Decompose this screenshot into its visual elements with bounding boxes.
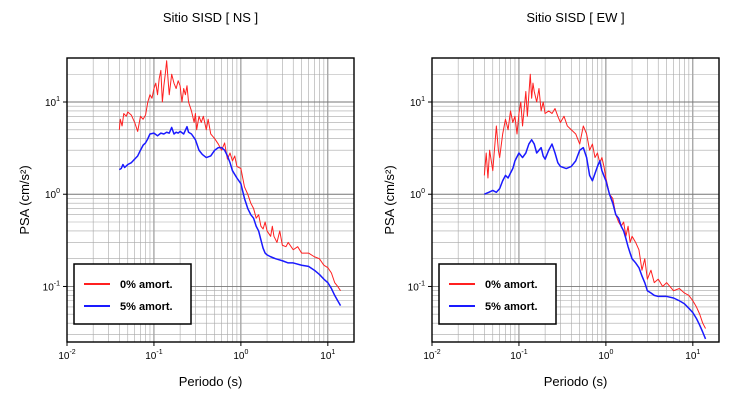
tick-base: 10 (58, 351, 70, 362)
y-tick-label: 101 (45, 96, 60, 109)
tick-base: 10 (408, 282, 420, 293)
tick-exponent: 0 (421, 188, 425, 195)
tick-base: 10 (43, 282, 55, 293)
tick-exponent: 0 (609, 349, 613, 356)
x-tick-label: 10-1 (145, 349, 162, 362)
tick-exponent: 0 (244, 349, 248, 356)
legend-box (73, 263, 192, 325)
y-axis-label: PSA (cm/s²) (382, 165, 397, 234)
y-tick-label: 101 (410, 96, 425, 109)
plot-frame (66, 57, 355, 343)
x-tick-label: 10-2 (423, 349, 440, 362)
x-tick-label: 10-2 (58, 349, 75, 362)
legend-box (438, 263, 557, 325)
x-tick-label: 101 (320, 349, 335, 362)
tick-base: 10 (410, 98, 422, 109)
y-tick-label: 10-1 (408, 280, 425, 293)
tick-base: 10 (233, 351, 245, 362)
tick-exponent: 1 (331, 349, 335, 356)
legend-label: 5% amort. (120, 301, 173, 313)
y-tick-label: 100 (410, 188, 425, 201)
tick-base: 10 (423, 351, 435, 362)
series-line-damped (484, 138, 707, 340)
grid (66, 57, 355, 342)
tick-exponent: 1 (56, 96, 60, 103)
y-tick-label: 10-1 (43, 280, 60, 293)
x-tick-label: 100 (598, 349, 613, 362)
tick-base: 10 (145, 351, 157, 362)
chart-title: Sitio SISD [ NS ] (163, 10, 258, 25)
legend-label: 5% amort. (485, 301, 538, 313)
tick-exponent: 1 (421, 96, 425, 103)
tick-exponent: -1 (521, 349, 527, 356)
y-axis-label: PSA (cm/s²) (17, 165, 32, 234)
legend: 0% amort. 5% amort. (73, 263, 192, 325)
plot-frame (431, 57, 720, 343)
tick-base: 10 (598, 351, 610, 362)
x-tick-label: 10-1 (510, 349, 527, 362)
tick-exponent: 1 (696, 349, 700, 356)
tick-exponent: 0 (56, 188, 60, 195)
tick-base: 10 (45, 190, 57, 201)
series-line-undamped (118, 60, 341, 291)
x-axis-label: Periodo (s) (544, 374, 608, 389)
x-tick-label: 101 (685, 349, 700, 362)
x-tick-label: 100 (233, 349, 248, 362)
tick-exponent: -1 (419, 280, 425, 287)
series-line-undamped (483, 73, 706, 329)
tick-exponent: -2 (69, 349, 75, 356)
x-axis-label: Periodo (s) (179, 374, 243, 389)
chart-title: Sitio SISD [ EW ] (526, 10, 624, 25)
tick-exponent: -1 (156, 349, 162, 356)
tick-exponent: -1 (54, 280, 60, 287)
legend-label: 0% amort. (120, 279, 173, 291)
tick-base: 10 (685, 351, 697, 362)
tick-exponent: -2 (434, 349, 440, 356)
legend: 0% amort. 5% amort. (438, 263, 557, 325)
tick-base: 10 (410, 190, 422, 201)
y-tick-label: 100 (45, 188, 60, 201)
series-line-damped (118, 125, 342, 306)
tick-base: 10 (320, 351, 332, 362)
tick-base: 10 (45, 98, 57, 109)
tick-base: 10 (510, 351, 522, 362)
legend-label: 0% amort. (485, 279, 538, 291)
